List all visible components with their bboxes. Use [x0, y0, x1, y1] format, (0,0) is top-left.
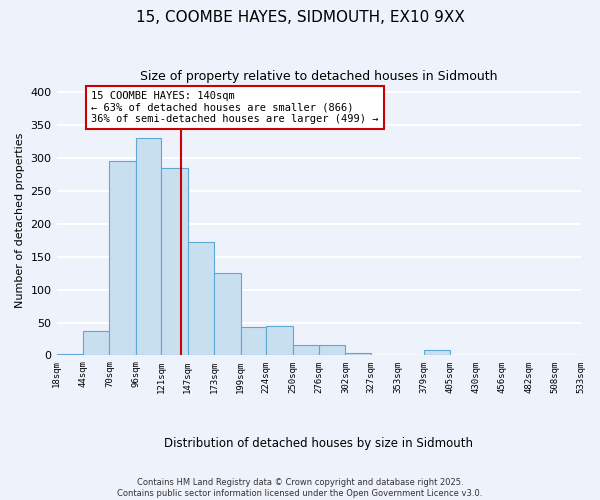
Bar: [83, 331, 109, 355]
Text: 15, COOMBE HAYES, SIDMOUTH, EX10 9XX: 15, COOMBE HAYES, SIDMOUTH, EX10 9XX: [136, 10, 464, 25]
Bar: [136, 138, 161, 356]
Text: Contains HM Land Registry data © Crown copyright and database right 2025.
Contai: Contains HM Land Registry data © Crown c…: [118, 478, 482, 498]
Y-axis label: Number of detached properties: Number of detached properties: [15, 133, 25, 308]
Bar: [56, 354, 83, 356]
Bar: [161, 168, 188, 356]
Bar: [188, 242, 214, 356]
Bar: [424, 350, 450, 356]
Bar: [346, 353, 371, 356]
Bar: [319, 345, 346, 356]
Bar: [266, 326, 293, 356]
Bar: [293, 345, 319, 356]
Text: 15 COOMBE HAYES: 140sqm
← 63% of detached houses are smaller (866)
36% of semi-d: 15 COOMBE HAYES: 140sqm ← 63% of detache…: [91, 91, 379, 124]
Bar: [109, 162, 136, 356]
Bar: [241, 327, 266, 356]
X-axis label: Distribution of detached houses by size in Sidmouth: Distribution of detached houses by size …: [164, 437, 473, 450]
Bar: [529, 355, 555, 356]
Bar: [214, 272, 241, 355]
Title: Size of property relative to detached houses in Sidmouth: Size of property relative to detached ho…: [140, 70, 497, 83]
